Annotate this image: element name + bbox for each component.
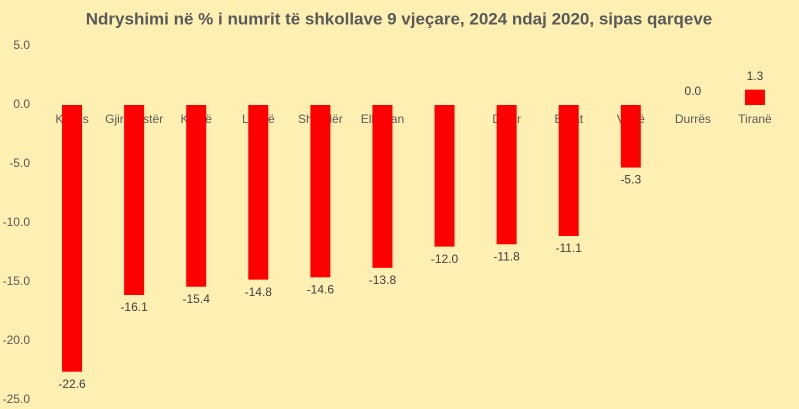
y-tick-label: 5.0 [13, 38, 30, 52]
y-tick-label: -10.0 [3, 215, 31, 229]
y-tick-label: -25.0 [3, 392, 31, 406]
value-label: -14.6 [307, 282, 335, 296]
bar [248, 105, 269, 280]
y-tick-label: -20.0 [3, 333, 31, 347]
bar [310, 105, 331, 278]
bar [558, 105, 579, 236]
value-label: -14.8 [245, 285, 273, 299]
value-label: -15.4 [183, 292, 211, 306]
value-label: -5.3 [620, 173, 641, 187]
y-tick-label: 0.0 [13, 97, 30, 111]
value-label: -11.1 [555, 241, 582, 255]
bar [496, 105, 517, 245]
value-label: 1.3 [747, 69, 764, 83]
x-tick-label: Durrës [675, 112, 711, 126]
bar [62, 105, 83, 372]
value-label: 0.0 [685, 84, 702, 98]
value-label: -11.8 [493, 249, 520, 263]
value-label: -16.1 [120, 300, 148, 314]
bar [186, 105, 207, 287]
y-tick-label: -15.0 [3, 274, 31, 288]
bar [124, 105, 145, 295]
bar [372, 105, 393, 268]
value-label: -12.0 [431, 252, 459, 266]
value-label: -22.6 [58, 377, 86, 391]
chart-title: Ndryshimi në % i numrit të shkollave 9 v… [86, 9, 712, 28]
value-label: -13.8 [369, 273, 397, 287]
y-tick-label: -5.0 [9, 156, 30, 170]
x-tick-label: Tiranë [738, 112, 772, 126]
bar [434, 105, 455, 247]
bar [620, 105, 641, 168]
bar [744, 89, 765, 105]
